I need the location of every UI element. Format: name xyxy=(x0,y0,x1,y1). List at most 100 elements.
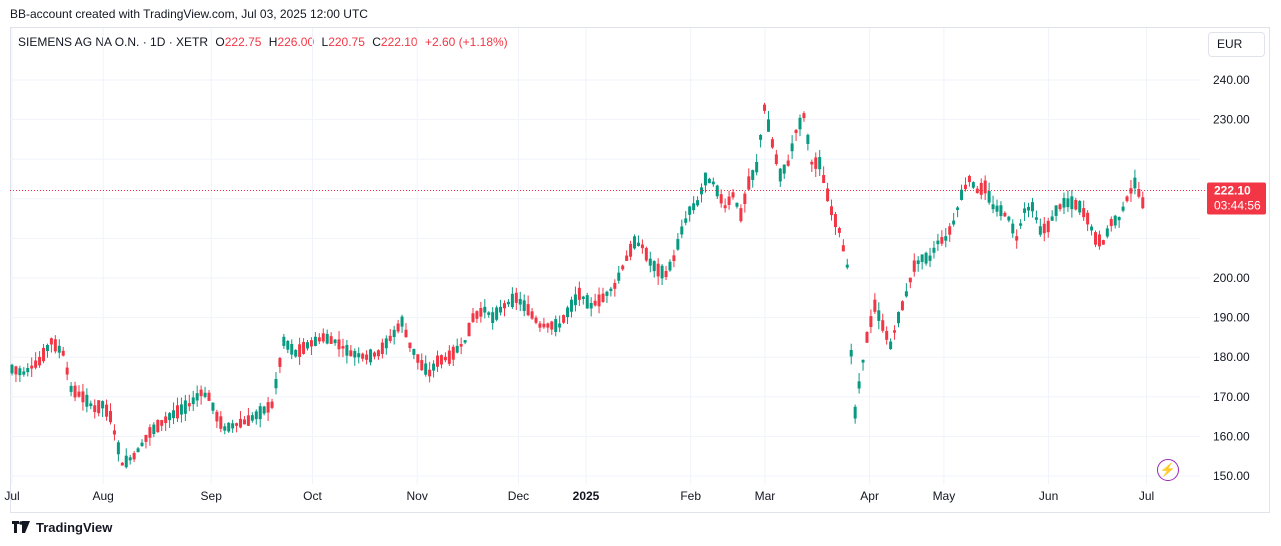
candle-body xyxy=(227,422,231,432)
candle-body xyxy=(10,364,14,374)
candle-body xyxy=(144,434,148,442)
candle-body xyxy=(61,350,65,356)
flash-icon[interactable]: ⚡ xyxy=(1157,459,1179,481)
candle-body xyxy=(700,187,703,195)
close-label: C xyxy=(372,35,381,49)
candle-body xyxy=(837,228,841,233)
candle-body xyxy=(747,176,751,190)
chart-legend: SIEMENS AG NA O.N. · 1D · XETR O222.75 H… xyxy=(18,35,508,49)
candle-body xyxy=(889,341,893,350)
candle-body xyxy=(1078,201,1082,213)
candle-body xyxy=(164,416,168,424)
candle-body xyxy=(384,338,388,349)
candle-body xyxy=(794,129,798,134)
candle-body xyxy=(1105,228,1109,237)
candle-body xyxy=(447,350,451,364)
symbol-info[interactable]: SIEMENS AG NA O.N. · 1D · XETR xyxy=(18,35,209,49)
candle-body xyxy=(1054,205,1058,216)
candle-body xyxy=(522,300,526,312)
currency-button[interactable]: EUR xyxy=(1208,32,1265,57)
candle-body xyxy=(140,442,144,446)
candle-body xyxy=(199,389,203,397)
candle-body xyxy=(554,319,558,332)
candle-body xyxy=(830,206,834,216)
candle-body xyxy=(1094,232,1097,245)
candle-body xyxy=(573,294,577,306)
candle-body xyxy=(877,310,881,321)
candle-body xyxy=(57,345,61,353)
candle-body xyxy=(325,333,329,344)
candle-body xyxy=(1066,198,1070,208)
candle-body xyxy=(680,226,684,235)
tradingview-footer[interactable]: TradingView xyxy=(10,520,112,535)
x-tick-label: Jul xyxy=(1139,489,1154,503)
x-tick-label: 2025 xyxy=(573,489,600,503)
candle-body xyxy=(621,265,625,270)
candle-body xyxy=(372,352,376,357)
candle-body xyxy=(34,360,38,368)
candle-body xyxy=(900,301,904,311)
candle-body xyxy=(14,366,18,375)
y-tick-label: 240.00 xyxy=(1213,73,1250,87)
candle-body xyxy=(629,243,633,257)
candle-body xyxy=(558,323,562,328)
candle-body xyxy=(991,204,995,210)
candle-body xyxy=(49,338,53,345)
candle-body xyxy=(443,356,447,361)
candle-body xyxy=(739,208,743,222)
candle-body xyxy=(790,143,794,152)
candle-body xyxy=(1038,226,1042,235)
candle-body xyxy=(483,306,487,313)
candle-body xyxy=(766,119,770,132)
x-tick-label: Mar xyxy=(755,489,776,503)
candle-body xyxy=(1046,220,1050,233)
candle-body xyxy=(849,350,853,357)
candle-body xyxy=(239,418,243,428)
candle-body xyxy=(782,164,786,174)
candle-body xyxy=(160,420,164,426)
candle-body xyxy=(581,296,585,300)
candle-body xyxy=(818,157,822,170)
candle-body xyxy=(944,236,948,241)
candle-body xyxy=(798,117,802,130)
candle-body xyxy=(89,403,93,407)
y-tick-label: 160.00 xyxy=(1213,429,1250,443)
candle-body xyxy=(26,368,30,373)
candle-body xyxy=(266,402,270,413)
candle-body xyxy=(400,316,404,327)
candle-body xyxy=(455,345,459,353)
candle-body xyxy=(711,181,715,185)
candle-body xyxy=(294,349,298,357)
candle-body xyxy=(802,113,806,119)
candle-body xyxy=(660,265,664,279)
candle-body xyxy=(1023,208,1027,213)
candle-body xyxy=(1019,223,1023,226)
candle-body xyxy=(1097,234,1101,247)
candle-body xyxy=(499,306,503,313)
x-tick-label: Sep xyxy=(201,489,223,503)
candle-body xyxy=(1121,206,1125,211)
candle-body xyxy=(262,406,266,414)
candle-body xyxy=(971,182,975,188)
candle-body xyxy=(302,341,306,354)
candle-body xyxy=(550,321,554,330)
candle-body xyxy=(282,336,286,346)
candle-body xyxy=(211,402,215,411)
candle-body xyxy=(467,322,471,337)
candle-body xyxy=(640,244,644,249)
candle-body xyxy=(1117,216,1121,221)
candle-body xyxy=(22,371,26,375)
candle-body xyxy=(908,277,912,283)
candle-body xyxy=(396,323,400,332)
candle-body xyxy=(420,360,424,371)
candle-body xyxy=(814,157,818,169)
candle-body xyxy=(731,192,735,198)
candle-body xyxy=(1137,189,1141,197)
candle-body xyxy=(885,331,889,340)
candle-body xyxy=(1034,217,1038,220)
candle-body xyxy=(688,206,692,215)
candle-body xyxy=(132,453,136,460)
candle-body xyxy=(53,339,57,352)
low-value: 220.75 xyxy=(328,35,365,49)
